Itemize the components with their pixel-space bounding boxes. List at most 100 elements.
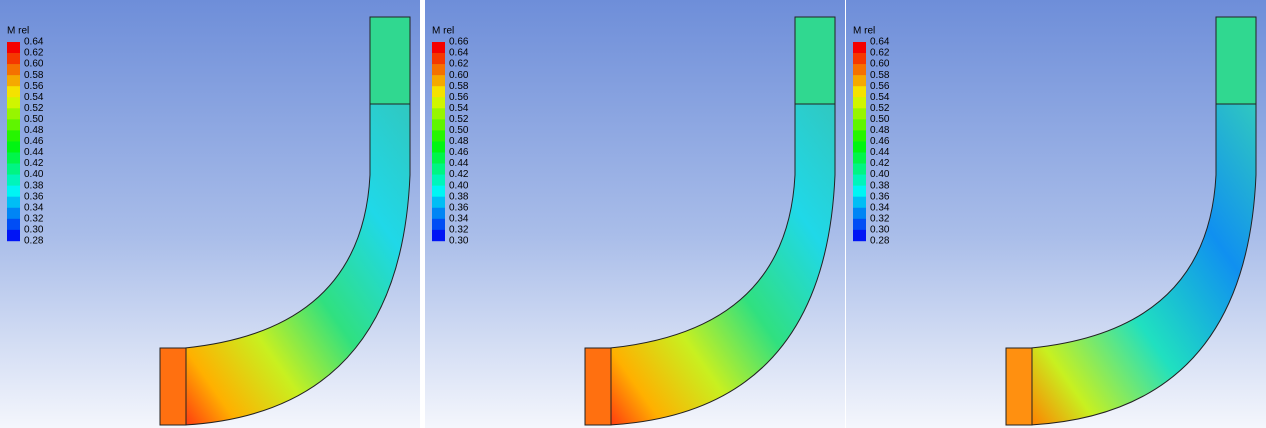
- duct-outlet: [370, 17, 410, 104]
- colorbar-swatch: [432, 164, 445, 175]
- legend-tick-label: 0.28: [870, 236, 890, 247]
- legend-tick-label: 0.56: [449, 92, 469, 103]
- legend-title: M rel: [853, 26, 875, 37]
- colorbar-swatch: [853, 53, 866, 64]
- colorbar-swatch: [432, 197, 445, 208]
- colorbar-swatch: [853, 141, 866, 152]
- colorbar-swatch: [7, 141, 20, 152]
- colorbar-swatch: [7, 197, 20, 208]
- legend-tick-label: 0.46: [449, 147, 469, 158]
- colorbar-swatch: [853, 75, 866, 86]
- legend-tick-label: 0.50: [870, 114, 890, 125]
- colorbar-swatch: [853, 64, 866, 75]
- colorbar-swatch: [432, 64, 445, 75]
- colorbar-swatch: [7, 219, 20, 230]
- legend-tick-label: 0.50: [24, 114, 44, 125]
- legend-tick-label: 0.58: [870, 70, 890, 81]
- colorbar-swatch: [7, 119, 20, 130]
- colorbar-swatch: [853, 153, 866, 164]
- legend-tick-label: 0.42: [24, 158, 44, 169]
- colorbar-swatch: [7, 64, 20, 75]
- legend-tick-label: 0.62: [24, 48, 44, 59]
- colorbar-swatch: [853, 108, 866, 119]
- colorbar-swatch: [432, 130, 445, 141]
- colorbar-swatch: [432, 119, 445, 130]
- colorbar-swatch: [432, 230, 445, 241]
- legend-tick-label: 0.38: [870, 180, 890, 191]
- legend-tick-label: 0.38: [24, 180, 44, 191]
- legend-tick-label: 0.52: [870, 103, 890, 114]
- legend-tick-label: 0.30: [449, 236, 469, 247]
- colorbar-swatch: [432, 108, 445, 119]
- legend-tick-label: 0.64: [449, 48, 469, 59]
- legend-tick-label: 0.30: [24, 224, 44, 235]
- legend-tick-label: 0.32: [870, 213, 890, 224]
- colorbar-swatch: [432, 153, 445, 164]
- legend-tick-label: 0.40: [449, 180, 469, 191]
- duct-outlet: [1216, 17, 1256, 104]
- legend-tick-label: 0.30: [870, 224, 890, 235]
- legend-tick-label: 0.28: [24, 236, 44, 247]
- colorbar-swatch: [432, 86, 445, 97]
- colorbar-swatch: [432, 219, 445, 230]
- colorbar-swatch: [853, 97, 866, 108]
- legend-tick-label: 0.48: [24, 125, 44, 136]
- duct-inlet: [160, 348, 186, 425]
- colorbar-swatch: [853, 119, 866, 130]
- legend-tick-label: 0.32: [24, 213, 44, 224]
- colorbar-swatch: [7, 75, 20, 86]
- legend-tick-label: 0.42: [449, 169, 469, 180]
- legend-tick-label: 0.54: [870, 92, 890, 103]
- colorbar-swatch: [853, 86, 866, 97]
- colorbar-swatch: [7, 97, 20, 108]
- legend-tick-label: 0.56: [870, 81, 890, 92]
- colorbar-swatch: [853, 197, 866, 208]
- colorbar-swatch: [432, 208, 445, 219]
- legend-tick-label: 0.36: [870, 191, 890, 202]
- legend-title: M rel: [7, 26, 29, 37]
- legend-tick-label: 0.38: [449, 191, 469, 202]
- legend-tick-label: 0.54: [24, 92, 44, 103]
- colorbar-swatch: [853, 230, 866, 241]
- colorbar-swatch: [432, 175, 445, 186]
- duct-inlet: [1006, 348, 1032, 425]
- panel: M rel0.640.620.600.580.560.540.520.500.4…: [0, 0, 420, 428]
- colorbar-swatch: [7, 208, 20, 219]
- colorbar-swatch: [853, 175, 866, 186]
- panel: M rel0.660.640.620.600.580.560.540.520.5…: [425, 0, 845, 428]
- legend-tick-label: 0.40: [870, 169, 890, 180]
- legend-tick-label: 0.48: [449, 136, 469, 147]
- legend-tick-label: 0.40: [24, 169, 44, 180]
- colorbar-swatch: [7, 164, 20, 175]
- colorbar-swatch: [7, 186, 20, 197]
- legend-tick-label: 0.36: [24, 191, 44, 202]
- colorbar-swatch: [432, 141, 445, 152]
- colorbar-swatch: [853, 219, 866, 230]
- legend-tick-label: 0.44: [24, 147, 44, 158]
- colorbar-swatch: [7, 153, 20, 164]
- figure: M rel0.640.620.600.580.560.540.520.500.4…: [0, 0, 1266, 428]
- legend-tick-label: 0.44: [449, 158, 469, 169]
- colorbar-swatch: [853, 208, 866, 219]
- legend-tick-label: 0.46: [870, 136, 890, 147]
- legend-tick-label: 0.52: [449, 114, 469, 125]
- legend-tick-label: 0.36: [449, 202, 469, 213]
- colorbar-swatch: [853, 130, 866, 141]
- legend-tick-label: 0.60: [24, 59, 44, 70]
- legend-tick-label: 0.64: [870, 37, 890, 48]
- colorbar-swatch: [7, 53, 20, 64]
- legend-tick-label: 0.34: [449, 213, 469, 224]
- panel: M rel0.640.620.600.580.560.540.520.500.4…: [846, 0, 1266, 428]
- legend-tick-label: 0.32: [449, 224, 469, 235]
- legend-tick-label: 0.56: [24, 81, 44, 92]
- colorbar-swatch: [853, 186, 866, 197]
- legend-tick-label: 0.58: [449, 81, 469, 92]
- colorbar-swatch: [432, 42, 445, 53]
- legend-tick-label: 0.62: [449, 59, 469, 70]
- legend-tick-label: 0.58: [24, 70, 44, 81]
- colorbar-swatch: [7, 42, 20, 53]
- legend-tick-label: 0.52: [24, 103, 44, 114]
- legend-tick-label: 0.66: [449, 37, 469, 48]
- legend-tick-label: 0.44: [870, 147, 890, 158]
- colorbar-swatch: [853, 164, 866, 175]
